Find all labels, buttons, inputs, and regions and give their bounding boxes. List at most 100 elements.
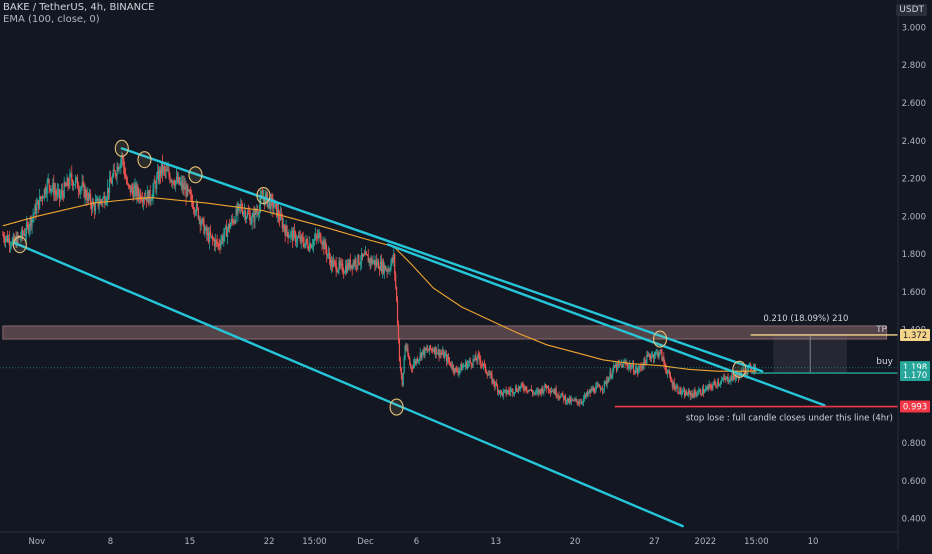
candle-body <box>43 188 45 198</box>
candle-body <box>612 369 614 376</box>
candle-body <box>150 200 152 202</box>
candle-body <box>656 351 658 353</box>
candle-body <box>348 259 350 269</box>
candle-body <box>514 387 517 393</box>
candle-body <box>538 389 540 394</box>
candle-body <box>164 168 166 172</box>
candle-body <box>154 181 156 184</box>
candle-body <box>141 200 143 201</box>
candle-body <box>349 259 351 269</box>
candle-body <box>537 390 539 394</box>
candle-body <box>76 177 79 189</box>
candle-body <box>22 229 24 235</box>
candle-body <box>381 261 384 272</box>
candle-body <box>5 238 7 242</box>
candle-body <box>58 189 61 199</box>
indicator-legend[interactable]: EMA (100, close, 0) <box>3 14 100 25</box>
candle-body <box>631 367 633 370</box>
candle-body <box>580 402 582 404</box>
candle-body <box>510 389 512 393</box>
candle-body <box>223 235 225 241</box>
candle-body <box>528 389 530 392</box>
candle-body <box>425 347 427 350</box>
candle-body <box>494 383 496 387</box>
candle-body <box>254 210 256 222</box>
candle-body <box>672 382 674 387</box>
candle-body <box>668 371 671 375</box>
candle-body <box>293 230 295 241</box>
candle-body <box>375 260 377 266</box>
candle-body <box>9 244 11 246</box>
candle-body <box>385 269 387 271</box>
candle-body <box>654 352 656 357</box>
candle-body <box>73 184 75 187</box>
candle-body <box>461 364 463 371</box>
candle-body <box>603 381 605 389</box>
currency-label[interactable]: USDT <box>896 4 927 16</box>
candle-body <box>210 235 213 237</box>
candle-body <box>388 270 390 271</box>
candle-body <box>542 387 544 393</box>
candle-body <box>600 389 603 391</box>
candle-body <box>86 197 88 201</box>
candle-body <box>727 376 729 382</box>
candle-body <box>358 254 360 264</box>
candle-body <box>591 388 593 391</box>
candle-body <box>14 238 16 243</box>
candle-body <box>485 370 487 374</box>
candle-body <box>725 377 727 380</box>
candle-body <box>472 359 474 366</box>
candle-body <box>291 231 293 233</box>
y-tick-label: 0.800 <box>902 439 926 449</box>
candle-body <box>406 348 408 350</box>
candle-body <box>265 193 267 196</box>
candle-body <box>694 390 696 394</box>
candle-body <box>489 373 491 376</box>
candle-body <box>287 232 289 238</box>
candle-body <box>585 392 587 397</box>
x-tick-label: 20 <box>570 537 581 547</box>
candle-body <box>569 398 571 403</box>
candle-body <box>318 232 320 235</box>
candle-body <box>479 354 481 360</box>
candle-body <box>499 390 502 394</box>
candle-body <box>208 232 210 242</box>
candle-body <box>589 390 591 393</box>
candle-body <box>617 362 620 365</box>
buy-label: buy <box>876 357 893 367</box>
candle-body <box>726 376 728 378</box>
touch-circle <box>137 151 152 169</box>
candle-body <box>471 365 473 366</box>
candle-body <box>551 391 553 392</box>
candle-body <box>705 388 707 389</box>
candle-body <box>433 350 435 354</box>
candle-body <box>667 371 670 373</box>
candle-body <box>573 399 575 401</box>
candle-body <box>180 181 182 183</box>
candle-body <box>733 373 735 377</box>
candle-body <box>749 364 751 366</box>
candle-body <box>422 349 424 352</box>
candle-body <box>396 300 399 324</box>
candle-body <box>554 389 556 394</box>
candle-body <box>201 218 203 223</box>
candle-body <box>277 209 279 217</box>
x-tick-label: Dec <box>357 537 374 547</box>
candle-body <box>175 180 177 187</box>
candle-body <box>23 233 25 235</box>
candle-body <box>107 187 110 193</box>
candle-body <box>519 386 521 390</box>
candle-body <box>408 355 410 360</box>
touch-circle <box>389 398 404 416</box>
candle-body <box>579 402 581 404</box>
candle-body <box>243 211 246 213</box>
candle-body <box>124 167 126 176</box>
candle-body <box>501 392 503 396</box>
candle-body <box>504 389 506 391</box>
candle-body <box>390 263 392 270</box>
symbol-title[interactable]: BAKE / TetherUS, 4h, BINANCE <box>3 2 155 13</box>
candle-body <box>89 194 91 198</box>
candle-body <box>699 389 701 391</box>
candle-body <box>330 260 333 267</box>
